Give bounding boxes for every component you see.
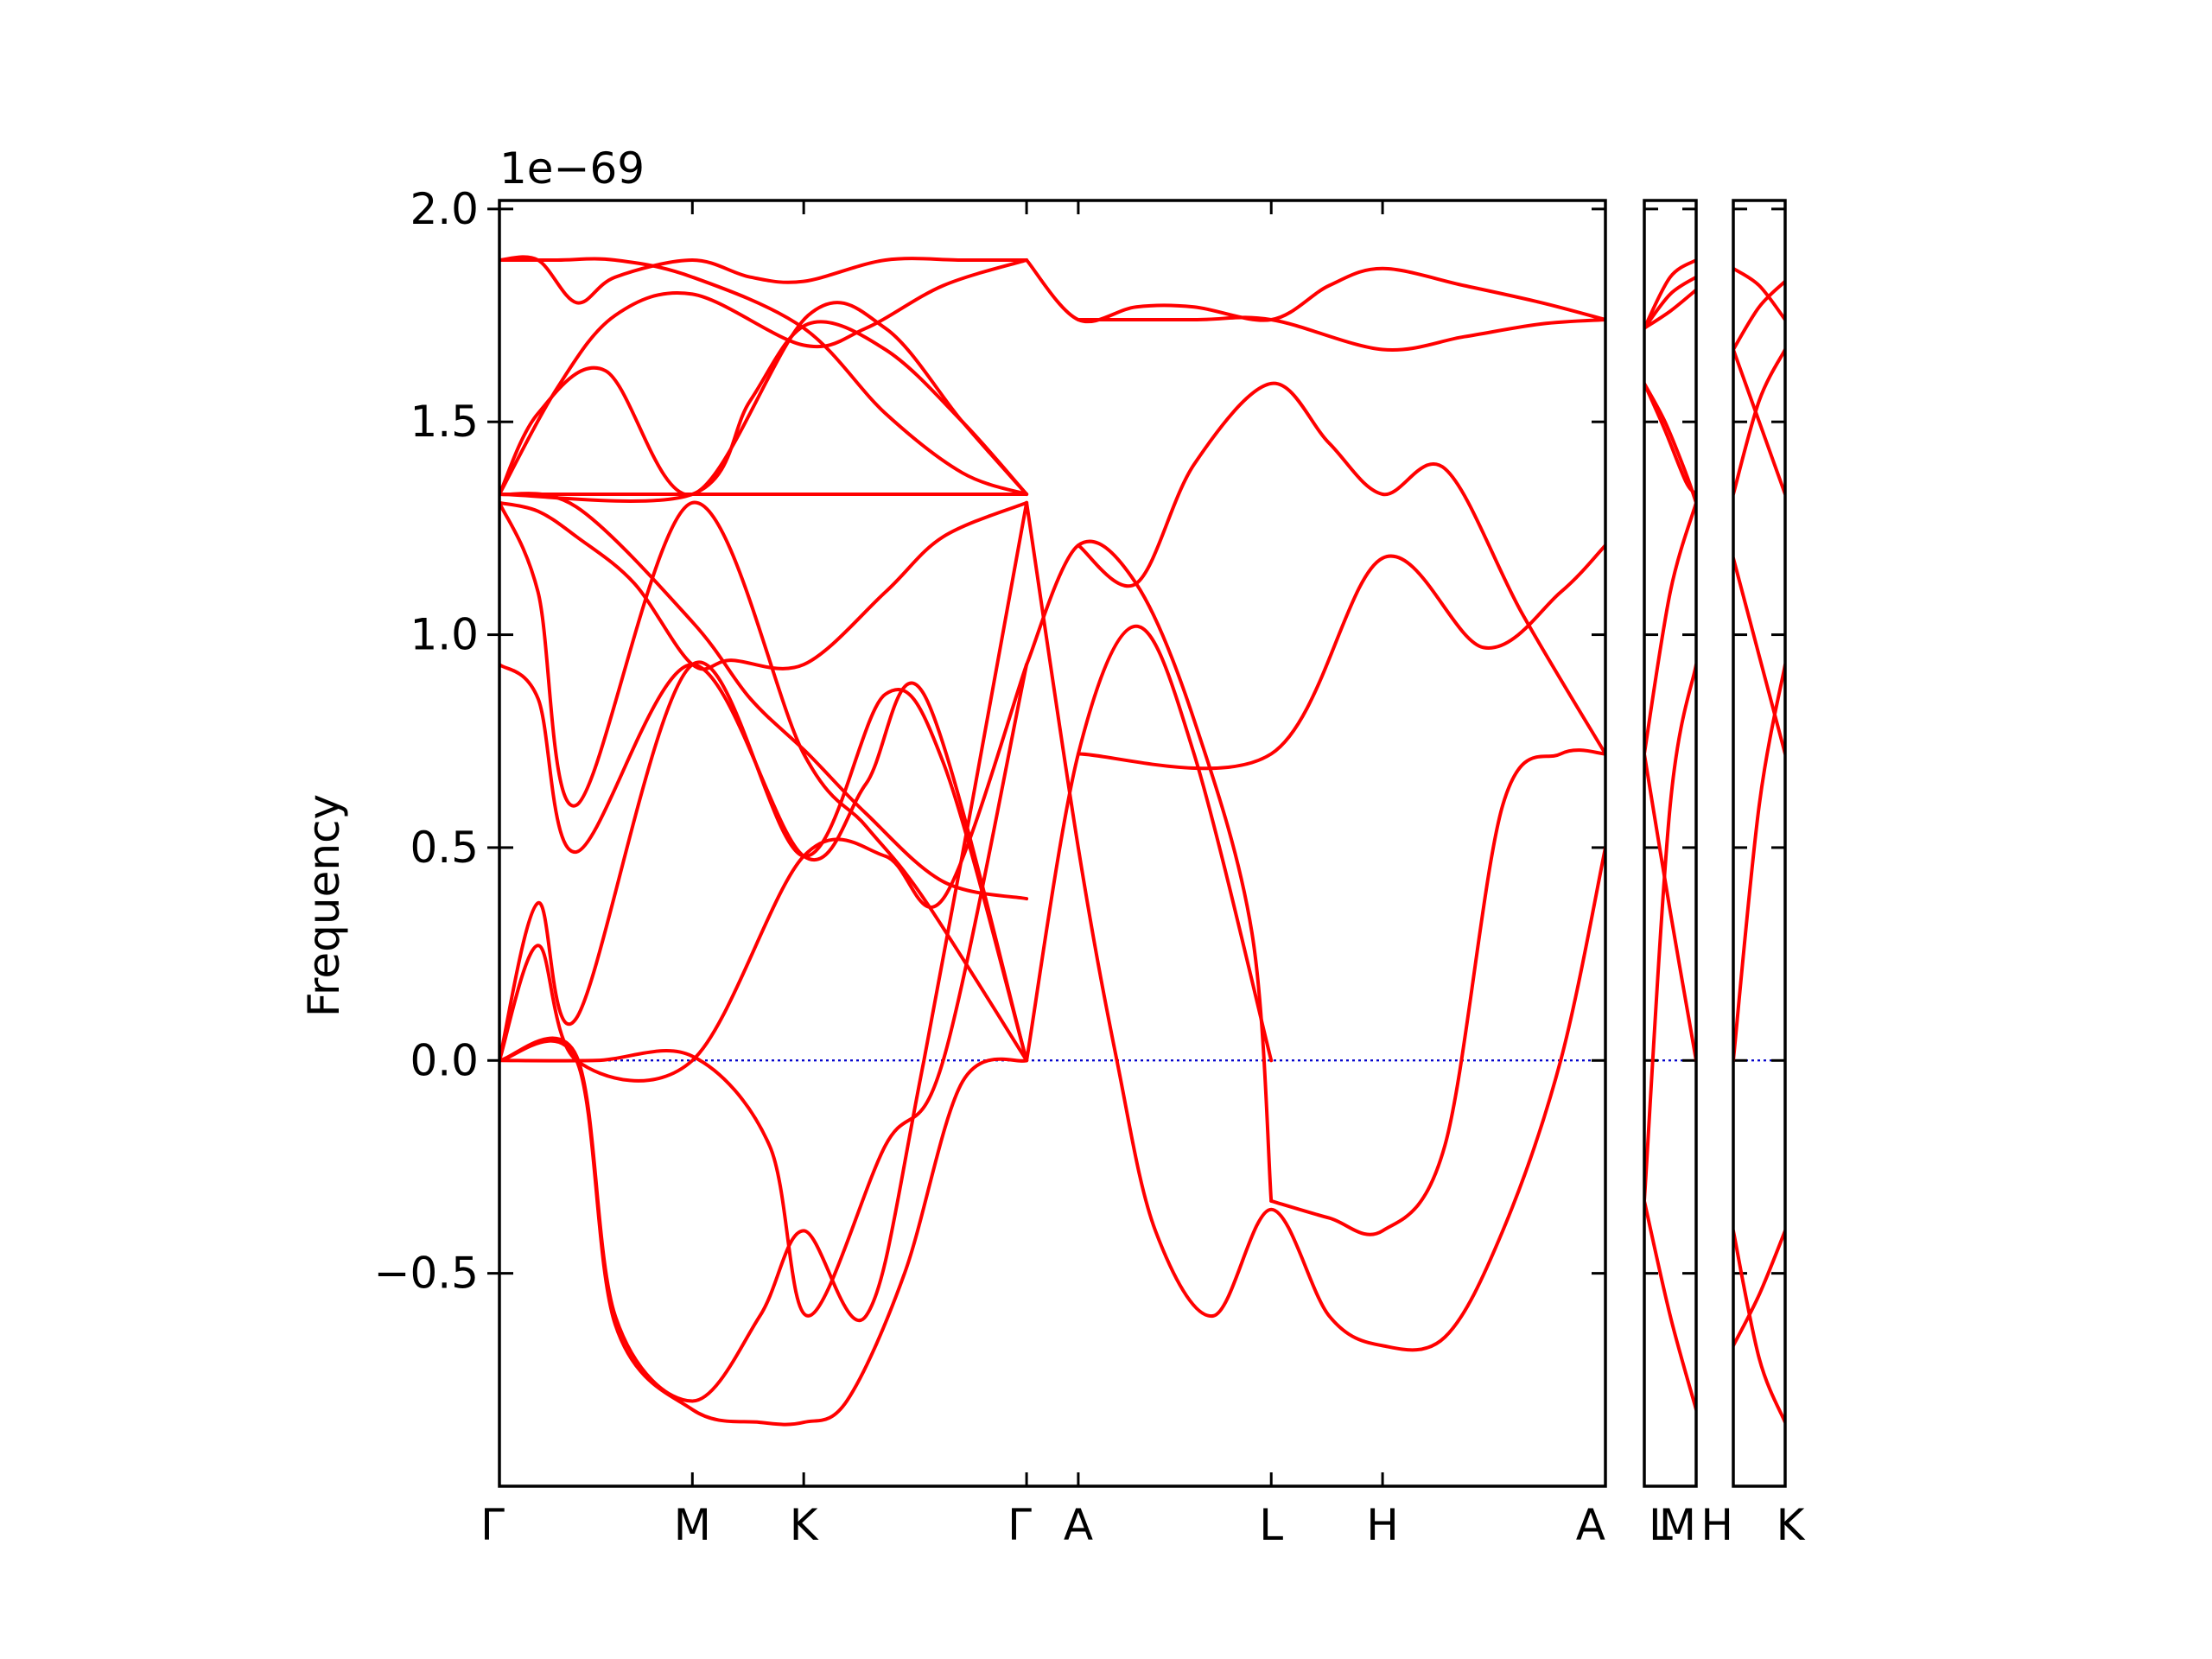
panel-frame	[1643, 199, 1698, 1488]
y-offset-text: 1e−69	[499, 143, 645, 194]
y-tick-label: −0.5	[374, 1249, 479, 1299]
band-line-4	[1733, 347, 1785, 496]
y-tick-label: 1.0	[410, 610, 479, 660]
x-tick-label: Γ	[1007, 1500, 1032, 1550]
band-line-6	[1644, 500, 1696, 756]
band-line-17	[1076, 315, 1605, 352]
band-line-13	[499, 1039, 1029, 1427]
x-tick-label: A	[1064, 1500, 1093, 1550]
band-group	[1733, 266, 1785, 1425]
band-line-11	[499, 660, 1029, 1063]
panel-L-M: LM	[1643, 199, 1698, 1550]
panel-frame	[498, 199, 1607, 1488]
band-line-5	[1733, 556, 1785, 756]
band-line-3	[1733, 347, 1785, 496]
band-line-2	[1644, 275, 1696, 330]
band-line-2	[499, 257, 1029, 496]
band-line-7	[1733, 1229, 1785, 1425]
band-line-22	[1025, 500, 1605, 1352]
band-line-14	[499, 500, 1029, 1403]
x-tick-label: K	[790, 1500, 819, 1550]
panel-main: Γ M K Γ A L H A−0.50.00.51.01.52.0	[374, 184, 1607, 1550]
y-tick-label: 1.5	[410, 397, 479, 447]
band-line-3	[1644, 288, 1696, 330]
x-tick-label: L	[1649, 1500, 1673, 1550]
band-line-21	[1025, 624, 1274, 1063]
band-group	[1644, 258, 1696, 1412]
x-tick-label: H	[1700, 1500, 1733, 1550]
panel-frame	[1732, 199, 1787, 1488]
x-tick-label: L	[1259, 1500, 1283, 1550]
band-line-6	[1733, 663, 1785, 1063]
y-tick-label: 2.0	[410, 184, 479, 234]
band-line-9	[1644, 1198, 1696, 1412]
y-axis-title: Frequency	[299, 794, 349, 1017]
x-tick-label: Γ	[480, 1500, 505, 1550]
x-tick-label: H	[1366, 1500, 1399, 1550]
y-tick-label: 0.0	[410, 1035, 479, 1085]
band-line-20	[1025, 539, 1274, 1203]
band-line-3	[499, 258, 1029, 496]
band-line-1	[1644, 258, 1696, 330]
x-tick-label: K	[1777, 1500, 1806, 1550]
band-line-7	[1644, 663, 1696, 1203]
band-line-18	[1076, 381, 1605, 756]
band-line-7	[499, 492, 1029, 901]
band-line-8	[1644, 752, 1696, 1063]
band-line-16	[1025, 258, 1605, 324]
band-line-9	[499, 500, 1029, 1063]
band-line-8	[1733, 1229, 1785, 1348]
y-tick-label: 0.5	[410, 823, 479, 873]
band-line-15	[499, 663, 1029, 1318]
band-line-23	[1269, 748, 1605, 1236]
band-line-19	[1076, 543, 1605, 771]
band-line-5	[1644, 381, 1696, 496]
band-line-8	[499, 500, 1029, 671]
x-tick-label: A	[1576, 1500, 1605, 1550]
band-line-1	[499, 255, 1029, 305]
band-line-12	[499, 663, 1029, 1083]
band-line-4	[499, 301, 1029, 497]
x-tick-label: M	[1659, 1500, 1696, 1550]
band-line-10	[499, 663, 1029, 1063]
band-line-1	[1733, 266, 1785, 321]
band-line-2	[1733, 279, 1785, 352]
band-group	[499, 255, 1605, 1427]
plot-panels: Γ M K Γ A L H A−0.50.00.51.01.52.0LM H K	[374, 184, 1806, 1550]
x-tick-label: M	[674, 1500, 711, 1550]
band-line-6	[499, 320, 1029, 503]
